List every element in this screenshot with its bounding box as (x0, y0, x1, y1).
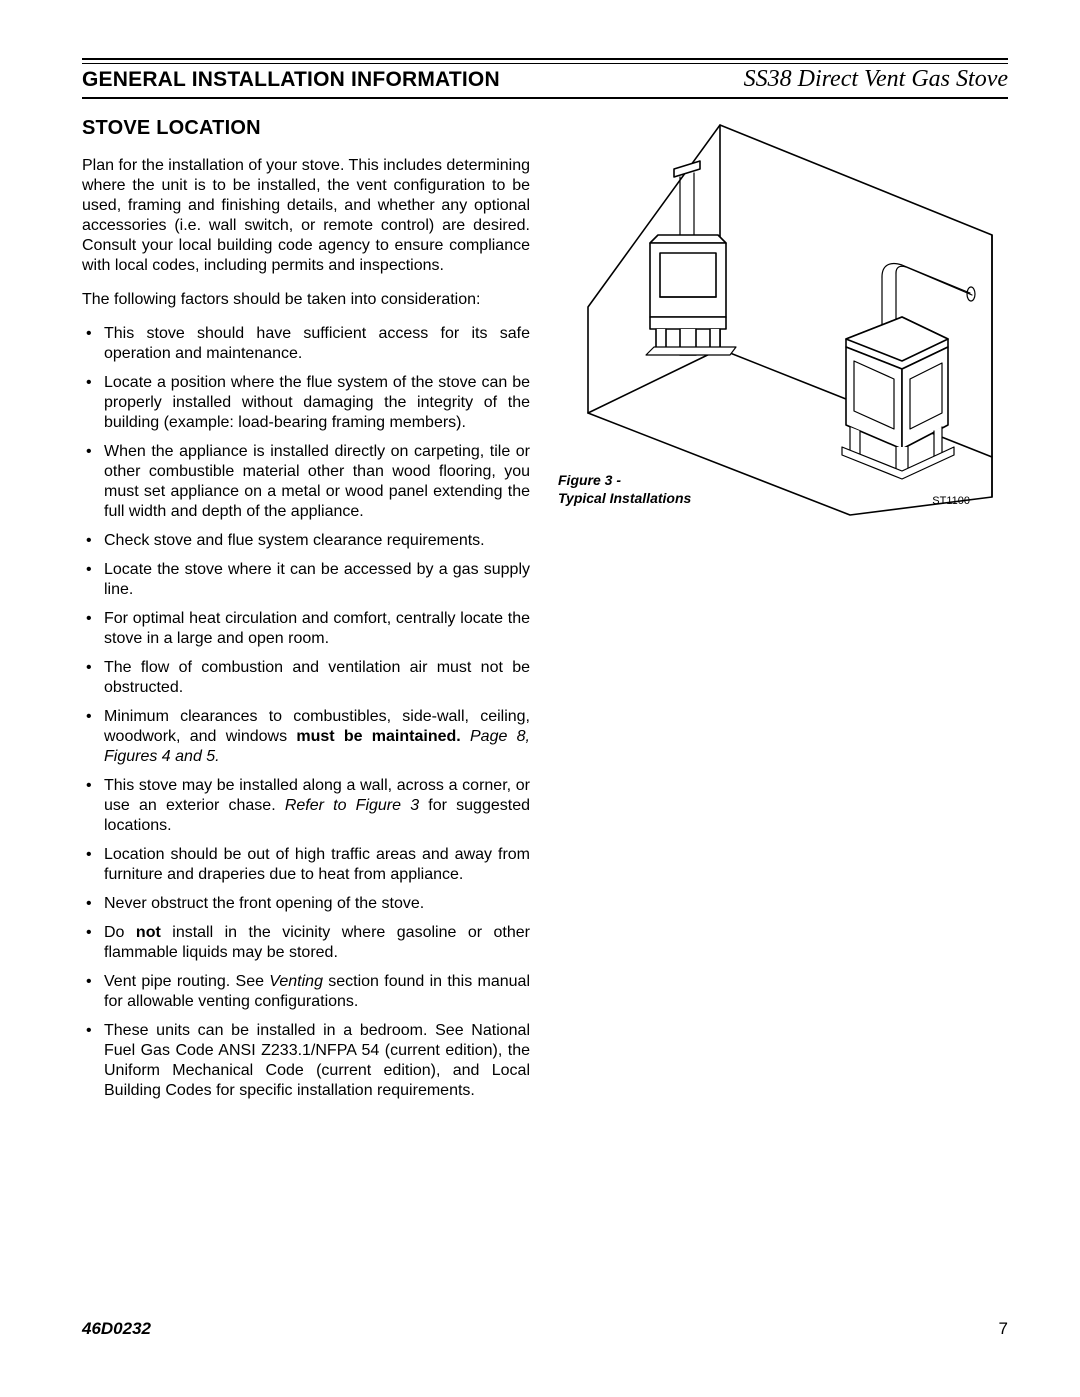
list-item: For optimal heat circulation and comfort… (82, 609, 530, 649)
text-run-italic: Refer to Figure 3 (285, 797, 419, 814)
list-item: This stove should have sufficient access… (82, 324, 530, 364)
header-rule (82, 58, 1008, 64)
figure-caption-line2: Typical Installations (558, 490, 691, 506)
content-columns: STOVE LOCATION Plan for the installation… (82, 117, 1008, 1110)
header-section-title: GENERAL INSTALLATION INFORMATION (82, 68, 500, 92)
text-run-bold: must be maintained. (296, 728, 460, 745)
factors-list: This stove should have sufficient access… (82, 324, 530, 1101)
list-item: Do not install in the vicinity where gas… (82, 923, 530, 963)
footer-page-number: 7 (999, 1319, 1008, 1339)
page-footer: 46D0232 7 (82, 1319, 1008, 1339)
list-item: These units can be installed in a bedroo… (82, 1021, 530, 1101)
text-run-italic: Venting (269, 973, 323, 990)
list-item: Locate the stove where it can be accesse… (82, 560, 530, 600)
footer-doc-number: 46D0232 (82, 1319, 151, 1339)
text-run: Vent pipe routing. See (104, 973, 269, 990)
right-column: Figure 3 - Typical Installations ST1100 (550, 117, 1006, 1110)
header-product-name: SS38 Direct Vent Gas Stove (744, 66, 1008, 93)
section-title: STOVE LOCATION (82, 117, 530, 140)
figure-caption: Figure 3 - Typical Installations (558, 471, 691, 507)
figure-code: ST1100 (932, 495, 970, 507)
list-item: Check stove and flue system clearance re… (82, 531, 530, 551)
list-item: This stove may be installed along a wall… (82, 776, 530, 836)
factors-paragraph: The following factors should be taken in… (82, 290, 530, 310)
left-column: STOVE LOCATION Plan for the installation… (82, 117, 530, 1110)
text-run-bold: not (136, 924, 161, 941)
text-run: Do (104, 924, 136, 941)
list-item: Location should be out of high traffic a… (82, 845, 530, 885)
list-item: Never obstruct the front opening of the … (82, 894, 530, 914)
page: GENERAL INSTALLATION INFORMATION SS38 Di… (0, 0, 1080, 1397)
text-run: install in the vicinity where gasoline o… (104, 924, 530, 961)
list-item: When the appliance is installed directly… (82, 442, 530, 522)
typical-installations-diagram (550, 117, 1006, 517)
header-row: GENERAL INSTALLATION INFORMATION SS38 Di… (82, 66, 1008, 99)
list-item: Locate a position where the flue system … (82, 373, 530, 433)
intro-paragraph: Plan for the installation of your stove.… (82, 156, 530, 276)
list-item: Vent pipe routing. See Venting section f… (82, 972, 530, 1012)
figure-3: Figure 3 - Typical Installations ST1100 (550, 117, 1006, 517)
list-item: The flow of combustion and ventilation a… (82, 658, 530, 698)
figure-caption-line1: Figure 3 - (558, 472, 621, 488)
list-item: Minimum clearances to combustibles, side… (82, 707, 530, 767)
